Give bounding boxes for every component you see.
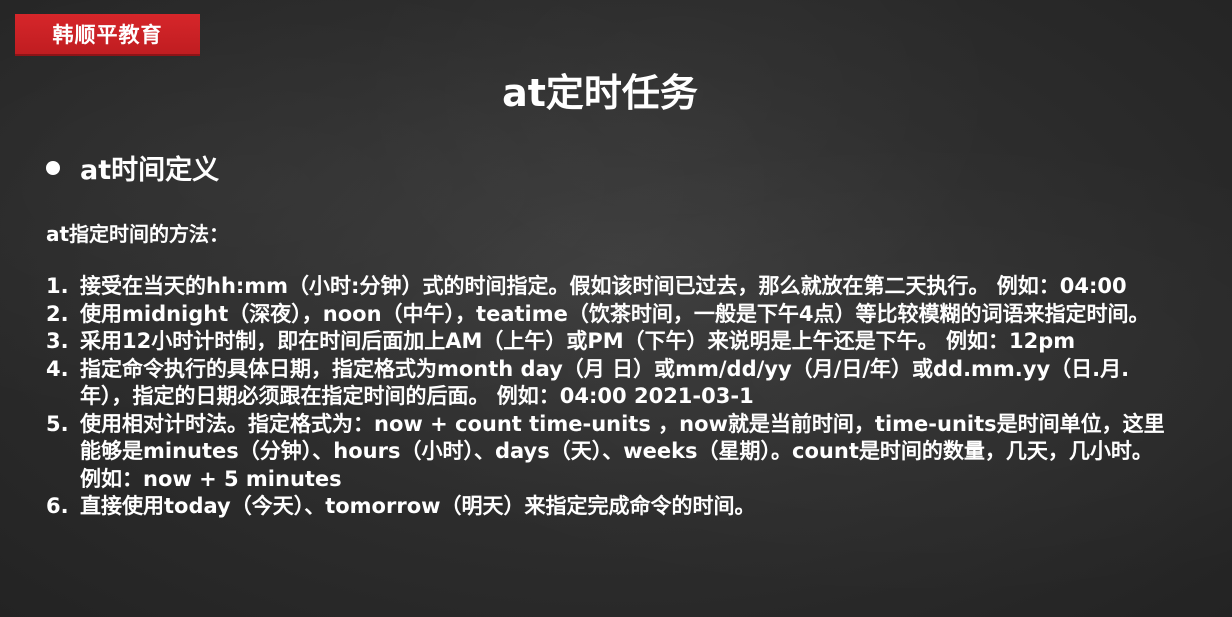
item-text: 接受在当天的hh:mm（小时:分钟）式的时间指定。假如该时间已过去，那么就放在第… [80, 274, 1127, 298]
item-text: 使用midnight（深夜），noon（中午），teatime（饮茶时间，一般是… [80, 301, 1150, 326]
brand-name: 韩顺平教育 [52, 23, 163, 47]
list-item: 1. 接受在当天的hh:mm（小时:分钟）式的时间指定。假如该时间已过去，那么就… [46, 273, 1181, 301]
item-number: 6. [46, 494, 69, 518]
item-number: 4. [46, 356, 69, 381]
item-text: 使用相对计时法。指定格式为：now + count time-units ，no… [80, 411, 1165, 491]
intro-text: at指定时间的方法： [46, 222, 230, 246]
item-text: 采用12小时计时制，即在时间后面加上AM（上午）或PM（下午）来说明是上午还是下… [80, 329, 1076, 353]
item-text: 指定命令执行的具体日期，指定格式为month day（月 日）或mm/dd/yy… [80, 356, 1130, 409]
list-item: 4. 指定命令执行的具体日期，指定格式为month day（月 日）或mm/dd… [46, 356, 1181, 411]
item-number: 1. [46, 274, 69, 298]
item-number: 2. [46, 301, 69, 326]
section-heading-text: at时间定义 [80, 155, 220, 186]
list-item: 6. 直接使用today（今天）、tomorrow（明天）来指定完成命令的时间。 [46, 493, 1181, 521]
list-item: 5. 使用相对计时法。指定格式为：now + count time-units … [46, 411, 1181, 494]
item-text: 直接使用today（今天）、tomorrow（明天）来指定完成命令的时间。 [80, 494, 756, 518]
method-list: 1. 接受在当天的hh:mm（小时:分钟）式的时间指定。假如该时间已过去，那么就… [46, 273, 1181, 521]
page-title: at定时任务 [502, 71, 698, 115]
brand-badge: 韩顺平教育 [15, 14, 200, 56]
section-heading: at时间定义 [46, 148, 219, 187]
list-item: 3. 采用12小时计时制，即在时间后面加上AM（上午）或PM（下午）来说明是上午… [46, 328, 1181, 356]
bullet-icon [46, 160, 60, 175]
item-number: 5. [46, 411, 69, 436]
list-item: 2. 使用midnight（深夜），noon（中午），teatime（饮茶时间，… [46, 301, 1181, 329]
item-number: 3. [46, 329, 69, 353]
